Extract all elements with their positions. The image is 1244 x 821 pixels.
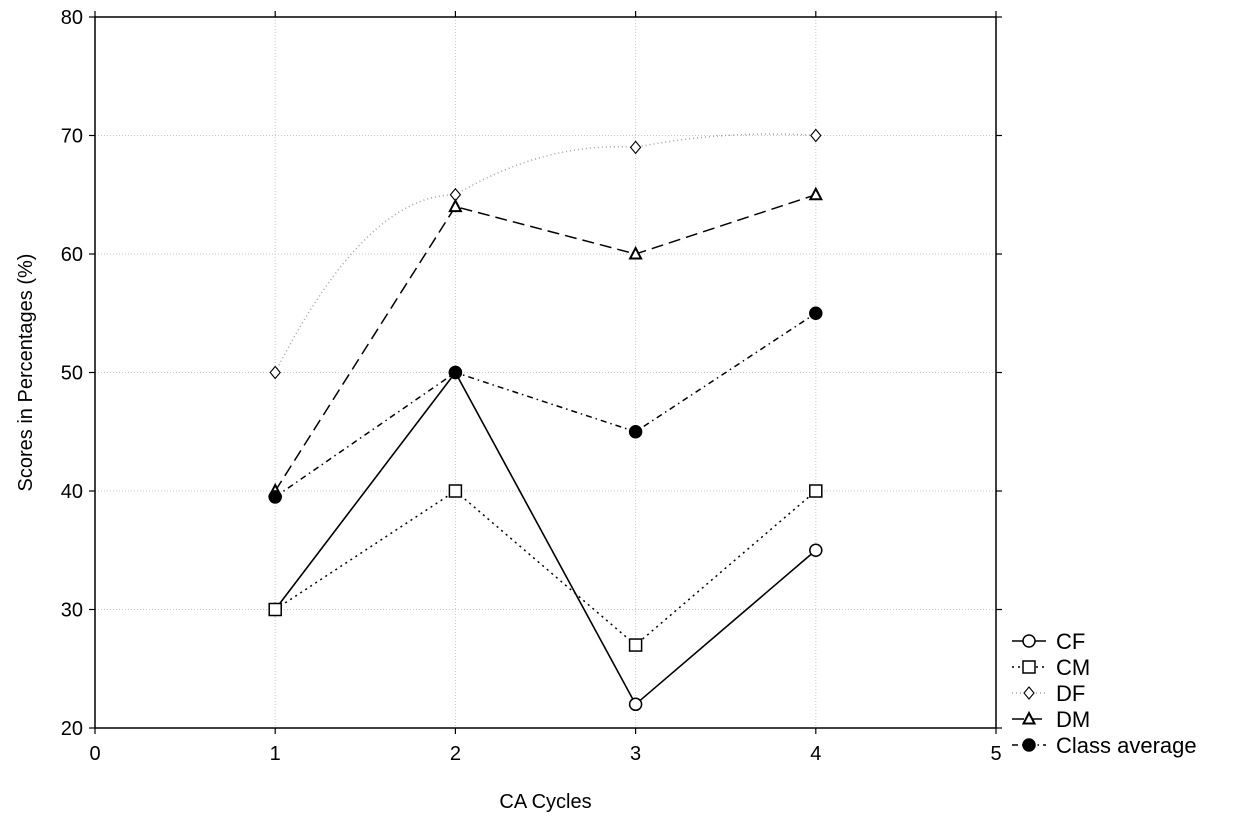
legend-marker (1022, 738, 1036, 752)
data-point (448, 365, 463, 380)
series-dm (268, 186, 823, 497)
axis-ticks: 20 30 40 50 60 70 80 0 1 2 3 4 5 (61, 7, 1002, 765)
legend-item: CM (1012, 655, 1090, 680)
x-tick-label: 3 (630, 743, 641, 765)
data-point (629, 140, 642, 155)
series-cf (268, 365, 823, 712)
y-tick-label: 20 (61, 718, 83, 740)
data-point (268, 602, 282, 617)
legend-marker (1021, 710, 1037, 725)
legend-label: CF (1056, 629, 1085, 654)
data-point (809, 484, 823, 498)
x-tick-label: 4 (810, 743, 821, 765)
data-point (628, 425, 643, 439)
data-point (628, 245, 643, 260)
y-axis-label: Scores in Percentages (%) (15, 254, 37, 492)
legend-marker (1023, 686, 1035, 700)
series-line (274, 194, 817, 492)
legend-item: DM (1012, 707, 1090, 732)
grid-lines (95, 17, 996, 728)
data-point (809, 543, 823, 557)
series-df (269, 128, 822, 380)
series-line (274, 312, 817, 498)
data-point (628, 638, 643, 652)
data-point (810, 128, 822, 143)
y-tick-label: 70 (61, 126, 83, 148)
data-point (448, 198, 463, 213)
data-point (448, 484, 463, 498)
legend-label: DF (1056, 681, 1085, 706)
series-class-average (268, 306, 823, 504)
series-group (268, 128, 823, 712)
data-point (808, 186, 823, 201)
legend-marker (1022, 634, 1036, 648)
y-tick-label: 40 (61, 481, 83, 503)
data-point (809, 306, 823, 320)
x-tick-label: 1 (270, 743, 281, 765)
series-cm (268, 484, 823, 652)
legend-item: CF (1012, 629, 1085, 654)
legend-label: CM (1056, 655, 1090, 680)
data-point (628, 697, 643, 712)
series-line (274, 371, 817, 706)
y-tick-label: 30 (61, 600, 83, 622)
x-axis-label: CA Cycles (499, 791, 591, 813)
legend-item: Class average (1012, 733, 1197, 758)
series-line (274, 133, 816, 373)
x-tick-label: 5 (990, 743, 1001, 765)
legend-label: DM (1056, 707, 1090, 732)
y-tick-label: 60 (61, 244, 83, 266)
y-tick-label: 50 (61, 363, 83, 385)
legend-item: DF (1012, 681, 1085, 706)
y-tick-label: 80 (61, 7, 83, 29)
series-line (274, 490, 817, 647)
legend-marker (1022, 660, 1036, 674)
x-tick-label: 2 (450, 743, 461, 765)
data-point (268, 490, 282, 504)
legend-label: Class average (1056, 733, 1197, 758)
x-tick-label: 0 (89, 743, 100, 765)
data-point (269, 365, 281, 380)
